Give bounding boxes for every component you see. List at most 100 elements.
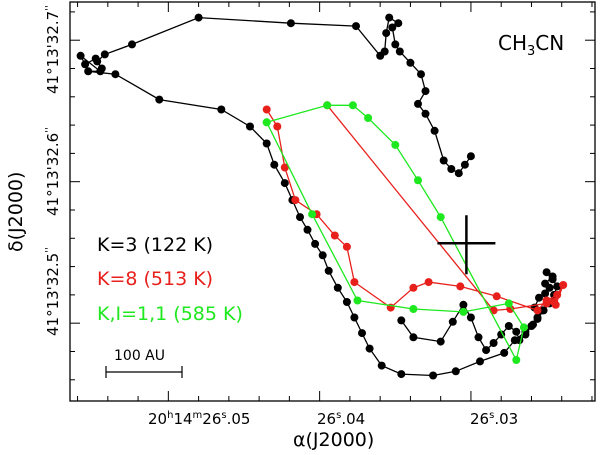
series-v8-point-12 (348, 101, 357, 110)
series-k3-point-11 (395, 47, 404, 56)
series-k3-point-18 (376, 51, 385, 60)
series-k8-point-15 (553, 290, 562, 299)
series-k3-point-34 (246, 122, 254, 131)
series-k3-point-67 (548, 275, 557, 284)
series-k3-point-5 (430, 126, 439, 135)
series-v8-point-2 (353, 296, 362, 305)
series-k3-point-23 (100, 50, 109, 59)
series-k3-point-54 (500, 348, 509, 357)
series-v8-point-14 (262, 118, 271, 127)
series-k3-point-27 (81, 60, 90, 69)
series-k8-point-5 (330, 231, 339, 240)
series-k3-point-12 (391, 40, 400, 49)
series-k3-point-43 (324, 266, 333, 275)
series-k3-point-36 (270, 160, 279, 169)
series-k3-point-86 (409, 333, 418, 342)
series-k3-point-81 (474, 333, 483, 342)
series-k8-point-19 (542, 299, 551, 308)
series-v8-point-1 (308, 210, 317, 219)
series-k3-point-62 (541, 289, 550, 298)
series-k3-point-80 (482, 346, 491, 355)
series-k8-point-18 (550, 298, 559, 306)
series-k3-point-3 (447, 165, 456, 173)
series-k3-point-85 (436, 337, 445, 346)
legend-v8: K,I=1,1 (585 K) (97, 303, 243, 325)
series-k8-point-10 (424, 278, 433, 287)
series-k8-point-0 (262, 105, 271, 114)
series-k3-point-6 (421, 109, 430, 118)
series-v8-point-6 (519, 323, 528, 332)
y-axis-label: δ(J2000) (5, 172, 27, 252)
series-k3-point-41 (311, 239, 320, 248)
series-k3-point-77 (504, 322, 513, 330)
x-axis-label: α(J2000) (293, 429, 374, 451)
series-k3-point-32 (155, 95, 164, 104)
series-v8-point-4 (459, 307, 468, 316)
series-k8-point-16 (559, 281, 568, 289)
series-k8-point-11 (456, 282, 465, 291)
series-k3-point-14 (394, 19, 403, 28)
series-v8-point-10 (391, 140, 400, 149)
series-k3-point-53 (476, 357, 484, 366)
series-k3-point-2 (454, 169, 463, 178)
series-k3-point-19 (352, 22, 360, 31)
series-k3-point-50 (397, 370, 406, 379)
legend-k8: K=8 (513 K) (97, 268, 213, 290)
series-k3-point-37 (280, 179, 289, 188)
series-k3-point-47 (358, 329, 366, 338)
series-k3-point-13 (388, 23, 397, 32)
series-k8-point-12 (492, 292, 501, 301)
series-k8-line (266, 104, 564, 312)
series-k3-point-10 (406, 58, 415, 67)
series-k3-point-87 (397, 316, 406, 325)
series-k3-point-20 (286, 19, 295, 28)
series-v8-point-5 (504, 299, 513, 308)
series-k3-point-30 (84, 67, 93, 76)
series-k8-point-9 (409, 283, 418, 292)
series-k3-point-46 (350, 313, 359, 322)
series-k3-point-72 (533, 314, 542, 323)
series-k3-point-28 (76, 51, 85, 60)
series-k3-point-16 (382, 29, 391, 38)
series-v8-point-7 (512, 356, 521, 364)
series-k3-point-42 (318, 251, 327, 260)
series-k3-point-84 (448, 317, 457, 326)
series-v8-point-3 (409, 305, 418, 313)
series-k3-point-71 (539, 306, 548, 315)
series-k3-point-51 (429, 371, 438, 380)
series-k3-point-49 (377, 361, 386, 370)
series-k3-point-68 (553, 282, 562, 291)
series-k8-point-1 (273, 122, 282, 131)
series-k3-point-35 (262, 139, 271, 148)
series-v8 (262, 101, 528, 364)
series-k8-point-21 (489, 306, 498, 315)
series-k3-point-48 (365, 344, 374, 353)
series-k3-point-61 (535, 293, 543, 302)
series-k3-point-15 (385, 13, 394, 22)
series-k3-point-31 (111, 70, 120, 79)
series-v8-point-13 (323, 101, 332, 110)
x-tick-label-2: 26s.03 (470, 410, 518, 428)
series-k3-point-44 (333, 283, 342, 292)
x-tick-label-0: 20h14m26s.05 (148, 410, 250, 428)
series-k3-point-52 (451, 367, 460, 376)
scale-bar-label: 100 AU (114, 348, 165, 364)
legend-k3: K=3 (122 K) (97, 234, 213, 256)
plot-frame (69, 1, 596, 402)
series-k3-point-73 (527, 322, 536, 330)
series-k8-point-13 (533, 306, 542, 315)
y-tick-label-0: 41°13'32.5'' (44, 247, 62, 336)
series-k3-point-82 (466, 313, 475, 322)
continuum-marker (437, 215, 496, 275)
axis-ticks (70, 2, 595, 401)
scale-bar: 100 AU (105, 348, 183, 378)
series-k3-point-7 (414, 99, 422, 108)
series-k3-point-22 (128, 40, 136, 49)
series-k3-point-33 (217, 105, 226, 114)
series-k3-point-0 (466, 152, 475, 161)
series-k3-point-79 (489, 339, 498, 347)
series-k3-point-83 (459, 300, 468, 309)
series-k3-point-66 (542, 268, 551, 277)
series-k3-point-26 (91, 54, 100, 63)
series-k3-point-39 (296, 213, 304, 222)
